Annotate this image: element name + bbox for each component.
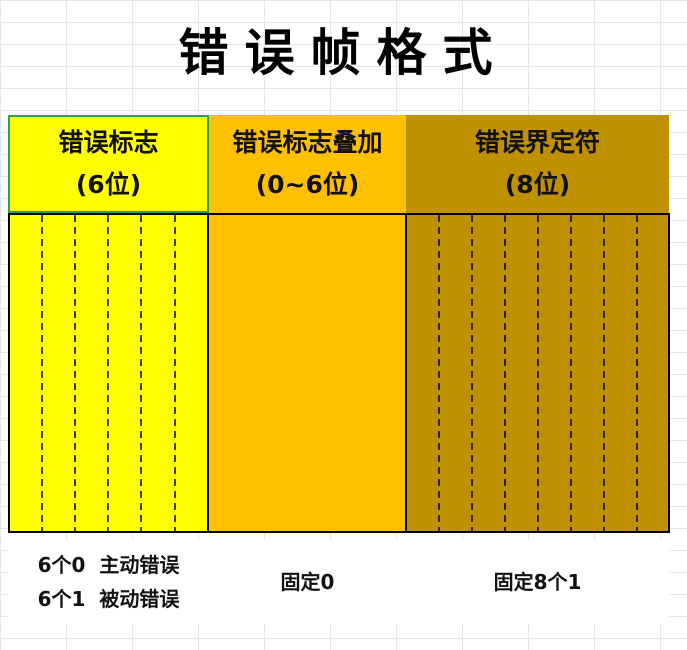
error-delimiter-name: 错误界定符 <box>474 128 600 157</box>
error-flag-superposition-name: 错误标志叠加 <box>232 128 383 157</box>
error-flag-superposition-desc: 固定0 <box>280 570 335 594</box>
error-flag-description: 6个0 主动错误 6个1 被动错误 <box>8 540 209 624</box>
diagram-title: 错误帧格式 <box>178 24 509 82</box>
error-flag-name: 错误标志 <box>58 128 159 157</box>
error-delimiter-desc: 固定8个1 <box>493 570 582 594</box>
error-delimiter-size: (8位) <box>504 170 571 199</box>
error-delimiter-description: 固定8个1 <box>406 540 669 624</box>
error-delimiter-bits <box>405 213 670 533</box>
error-delimiter-header: 错误界定符 (8位) <box>406 115 669 213</box>
error-flag-bits <box>8 213 209 533</box>
error-flag-superposition-size: (0~6位) <box>255 170 360 199</box>
error-flag-desc-passive: 6个1 被动错误 <box>37 587 180 611</box>
error-flag-superposition-bits <box>209 213 406 533</box>
error-flag-header: 错误标志 (6位) <box>8 115 209 213</box>
error-flag-superposition-header: 错误标志叠加 (0~6位) <box>209 115 406 213</box>
error-flag-superposition-description: 固定0 <box>209 540 406 624</box>
error-flag-size: (6位) <box>75 170 142 199</box>
error-flag-desc-active: 6个0 主动错误 <box>37 553 180 577</box>
